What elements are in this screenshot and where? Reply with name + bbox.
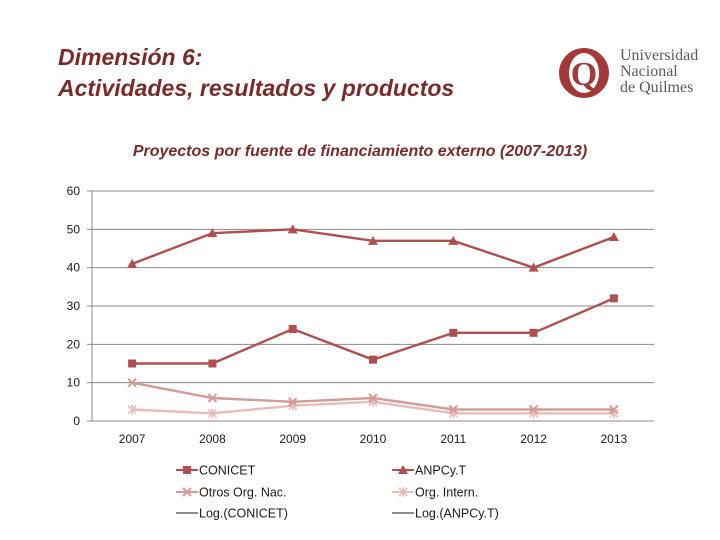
- legend: CONICET ANPCy.T Otros Org. Nac. Org. Intern…: [176, 464, 499, 521]
- data-point: [609, 294, 618, 303]
- data-point: [369, 355, 377, 364]
- x-tick-label: 2009: [279, 432, 306, 446]
- y-tick-label: 40: [67, 261, 81, 275]
- data-point: [448, 235, 459, 245]
- legend-label: Otros Org. Nac.: [199, 486, 287, 500]
- y-tick-label: 50: [67, 222, 81, 236]
- logo-line-2: Nacional: [620, 63, 678, 80]
- slide-title-line-1: Dimensión 6:: [58, 44, 203, 70]
- x-tick-label: 2012: [520, 432, 547, 446]
- data-point: [207, 393, 218, 403]
- data-point: [528, 262, 539, 272]
- legend-label: Org. Intern.: [415, 486, 478, 500]
- x-tick-label: 2010: [360, 432, 387, 446]
- data-point: [288, 325, 297, 333]
- legend-item: Log.(CONICET): [176, 507, 288, 521]
- x-tick-label: 2008: [199, 432, 226, 446]
- data-point: [368, 393, 378, 403]
- data-point: [208, 359, 217, 368]
- data-point: [368, 235, 378, 245]
- data-point: [448, 404, 458, 415]
- legend-item: CONICET: [176, 464, 256, 478]
- data-point: [609, 404, 619, 415]
- data-point: [127, 377, 137, 388]
- data-point: [288, 397, 298, 407]
- y-tick-label: 20: [67, 337, 81, 351]
- y-tick-label: 30: [67, 299, 81, 313]
- series-lines: [127, 224, 619, 419]
- legend-label: CONICET: [199, 464, 256, 478]
- data-point: [207, 228, 218, 238]
- university-logo: Q Universidad Nacional de Quilmes: [559, 47, 698, 98]
- data-point: [449, 328, 458, 337]
- data-point: [398, 465, 408, 474]
- legend-item: Org. Intern.: [392, 486, 478, 500]
- legend-item: Log.(ANPCy.T): [392, 507, 499, 521]
- axes: 0 10 20 30 40 50 60 2007 2008 2009 2010 2011 2012 201…: [67, 184, 654, 446]
- series-line: [131, 228, 615, 269]
- chart-title: Proyectos por fuente de financiamiento e…: [132, 143, 588, 160]
- x-tick-label: 2007: [119, 432, 146, 446]
- data-point: [287, 224, 298, 234]
- legend-label: Log.(CONICET): [199, 507, 288, 521]
- legend-item: ANPCy.T: [392, 464, 467, 478]
- grid-lines: [92, 190, 654, 384]
- data-point: [398, 487, 408, 497]
- legend-label: Log.(ANPCy.T): [415, 507, 499, 521]
- series-line: [132, 297, 615, 365]
- logo-line-3: de Quilmes: [620, 79, 693, 96]
- data-point: [529, 328, 538, 337]
- x-tick-label: 2013: [601, 432, 628, 446]
- x-tick-label: 2011: [440, 432, 466, 446]
- slide-title: Dimensión 6: Actividades, resultados y p…: [58, 42, 528, 104]
- legend-label: ANPCy.T: [415, 464, 467, 478]
- legend-item: Otros Org. Nac.: [176, 486, 287, 500]
- slide-title-line-2: Actividades, resultados y productos: [58, 75, 455, 101]
- data-point: [127, 404, 137, 415]
- data-point: [183, 466, 191, 474]
- logo-line-1: Universidad: [620, 47, 698, 64]
- logo-letter: Q: [571, 56, 597, 93]
- data-point: [128, 359, 137, 368]
- data-point: [207, 408, 217, 419]
- data-point: [528, 404, 539, 415]
- data-point: [127, 258, 138, 268]
- y-tick-label: 0: [73, 414, 80, 428]
- data-point: [182, 487, 192, 497]
- y-tick-label: 60: [67, 184, 81, 198]
- data-point: [608, 232, 619, 241]
- y-tick-label: 10: [67, 376, 81, 390]
